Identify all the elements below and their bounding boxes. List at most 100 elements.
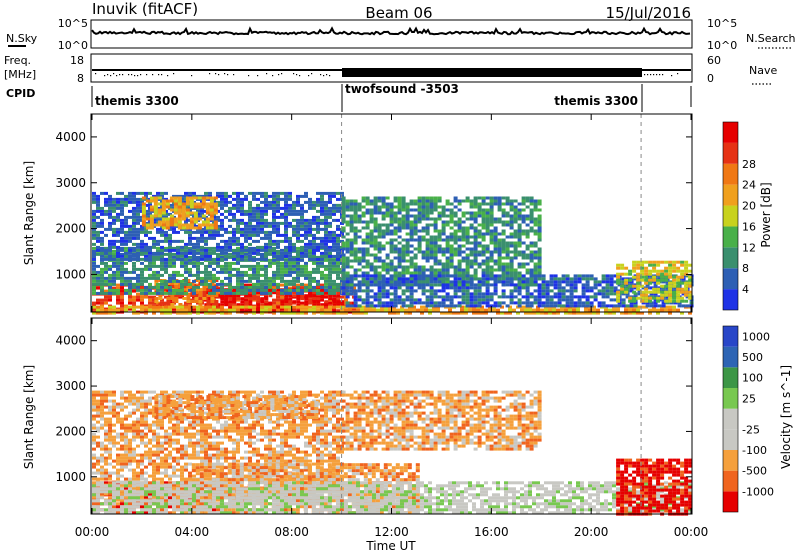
data-cell (228, 261, 232, 265)
data-cell (156, 251, 160, 255)
data-cell (188, 209, 192, 213)
data-cell (300, 203, 304, 207)
data-cell (449, 265, 454, 269)
data-cell (312, 251, 316, 255)
data-cell (209, 202, 214, 206)
data-cell (373, 244, 378, 248)
data-cell (252, 291, 256, 295)
data-cell (573, 301, 578, 305)
data-cell (328, 276, 332, 280)
data-cell (561, 286, 566, 290)
data-cell (200, 245, 204, 249)
data-cell (548, 311, 552, 315)
data-cell (304, 252, 308, 256)
beam-title: Beam 06 (365, 4, 432, 22)
data-cell (481, 271, 486, 275)
data-cell (517, 289, 522, 293)
data-cell (116, 258, 120, 262)
data-cell (512, 308, 516, 312)
data-cell (505, 265, 510, 269)
data-cell (108, 288, 112, 292)
data-cell (173, 208, 178, 212)
data-cell (537, 268, 542, 272)
data-cell (200, 212, 204, 216)
data-cell (260, 285, 264, 289)
data-cell (128, 239, 132, 243)
data-cell (180, 264, 184, 268)
data-cell (569, 286, 574, 290)
data-cell (465, 283, 470, 287)
data-cell (181, 214, 186, 218)
data-cell (425, 238, 430, 242)
data-cell (648, 299, 653, 303)
data-cell (332, 258, 336, 262)
data-cell (260, 206, 264, 210)
data-cell (352, 307, 356, 311)
data-cell (616, 263, 621, 267)
data-cell (164, 215, 168, 219)
data-cell (328, 291, 332, 295)
data-cell (112, 311, 116, 315)
data-cell (205, 217, 210, 221)
data-cell (616, 296, 621, 300)
data-cell (425, 283, 430, 287)
data-cell (389, 202, 394, 206)
freq-dot (299, 75, 301, 77)
data-cell (328, 230, 332, 234)
data-cell (324, 273, 328, 277)
freq-dot (266, 73, 268, 75)
data-cell (545, 283, 550, 287)
data-cell (316, 282, 320, 286)
data-cell (256, 239, 260, 243)
data-cell (220, 282, 224, 286)
data-cell (224, 270, 228, 274)
data-cell (192, 254, 196, 258)
data-cell (328, 233, 332, 237)
data-cell (652, 269, 657, 273)
data-cell (128, 197, 132, 201)
data-cell (405, 205, 410, 209)
data-cell (433, 277, 438, 281)
data-cell (152, 236, 156, 240)
data-cell (268, 248, 272, 252)
data-cell (397, 226, 402, 230)
data-cell (425, 277, 430, 281)
data-cell (449, 259, 454, 263)
data-cell (284, 254, 288, 258)
data-cell (421, 265, 426, 269)
data-cell (264, 279, 268, 283)
data-cell (433, 271, 438, 275)
data-cell (477, 277, 482, 281)
data-cell (232, 206, 236, 210)
data-cell (328, 285, 332, 289)
data-cell (461, 292, 466, 296)
data-cell (172, 264, 176, 268)
data-cell (128, 276, 132, 280)
data-cell (320, 303, 325, 307)
data-cell (204, 311, 208, 315)
data-cell (489, 235, 494, 239)
data-cell (373, 274, 378, 278)
data-cell (336, 242, 340, 246)
data-cell (169, 223, 174, 227)
data-cell (176, 239, 180, 243)
data-cell (112, 291, 116, 295)
data-cell (316, 215, 320, 219)
data-cell (120, 224, 124, 228)
data-cell (260, 227, 264, 231)
data-cell (112, 257, 116, 261)
data-cell (268, 203, 272, 207)
data-cell (473, 241, 478, 245)
data-cell (252, 191, 256, 195)
data-cell (493, 244, 498, 248)
data-cell (108, 224, 112, 228)
data-cell (196, 285, 200, 289)
data-cell (525, 235, 530, 239)
data-cell (128, 236, 132, 240)
data-cell (473, 199, 478, 203)
data-cell (280, 191, 284, 195)
data-cell (100, 254, 104, 258)
data-cell (248, 209, 252, 213)
data-cell (316, 218, 320, 222)
data-cell (312, 239, 316, 243)
